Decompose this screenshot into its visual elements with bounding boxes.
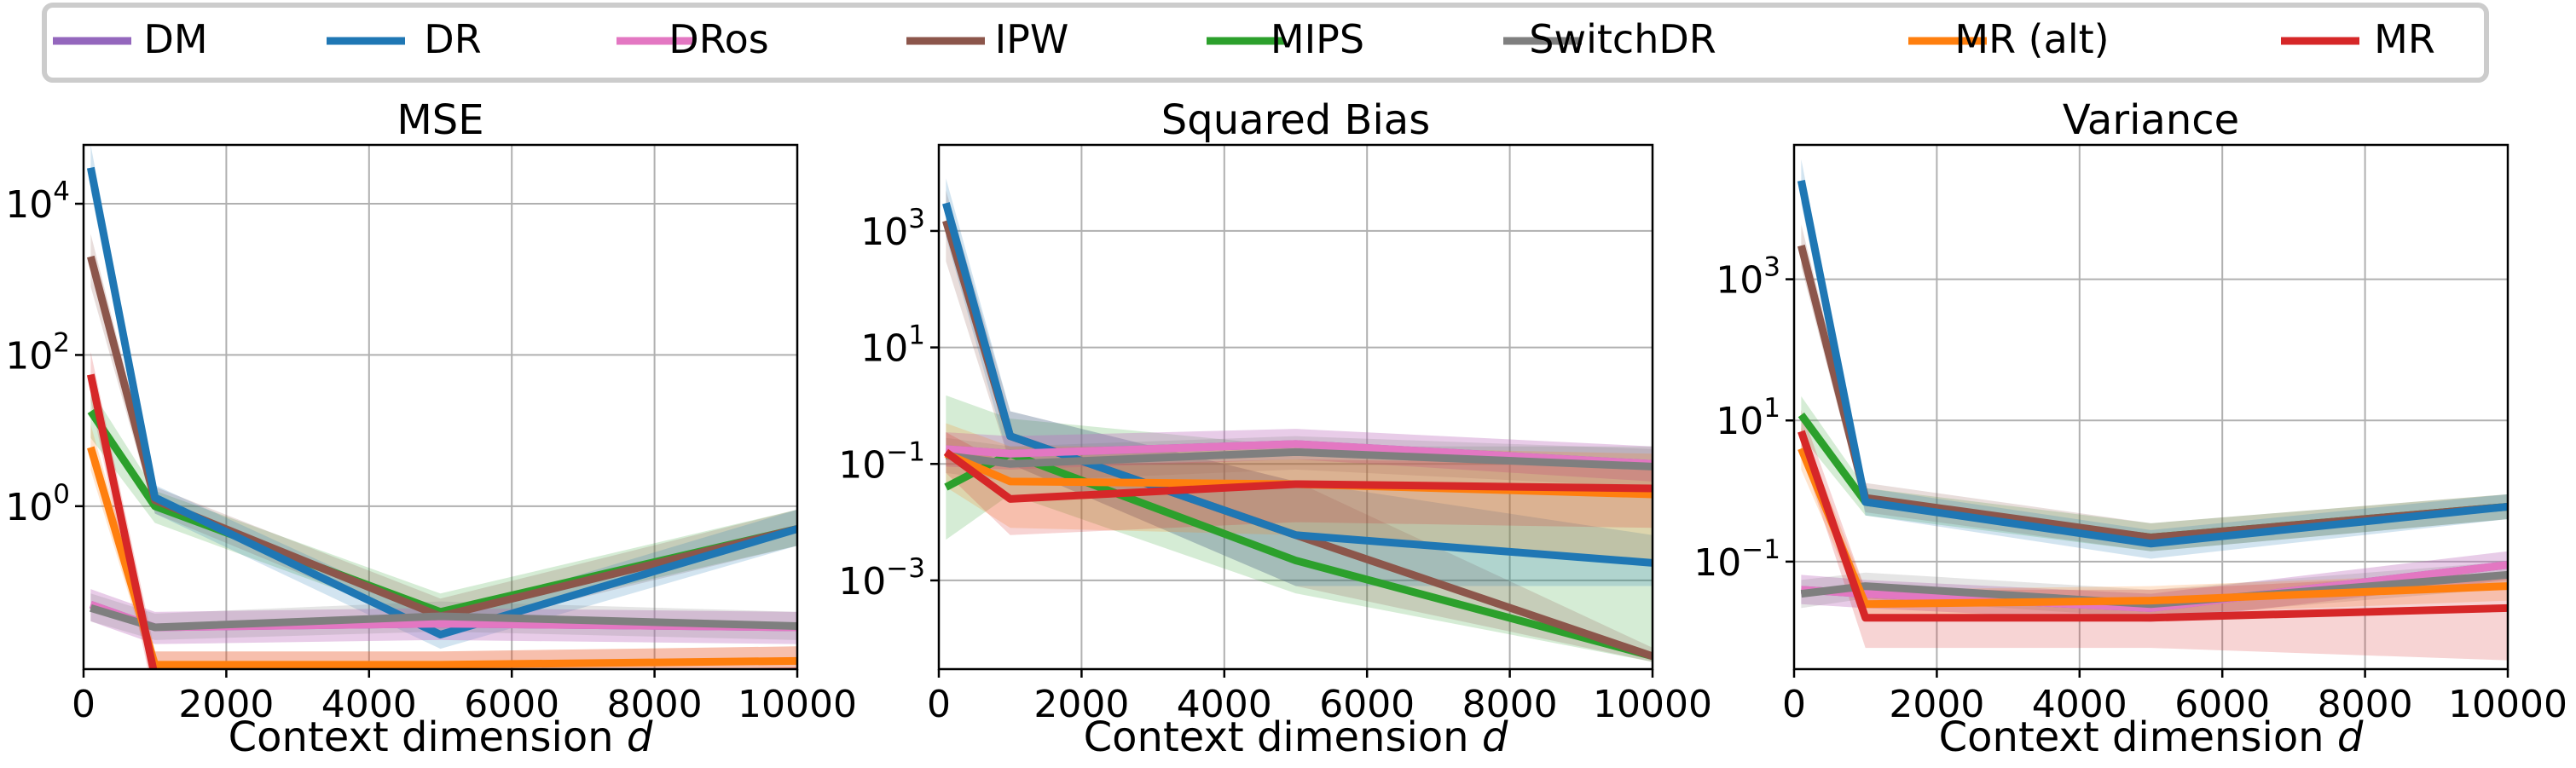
series-line-switchdr bbox=[945, 448, 1653, 471]
x-tick-label: 8000 bbox=[607, 683, 703, 726]
series-line-dr bbox=[1797, 179, 2508, 548]
x-tick-label: 8000 bbox=[2318, 683, 2413, 726]
series-line-ipw bbox=[87, 255, 797, 621]
y-tick-label: 100 bbox=[5, 479, 70, 529]
y-tick-base: 10 bbox=[1716, 259, 1763, 303]
x-axis-label-var: d bbox=[1482, 713, 1508, 761]
y-tick-exp: 2 bbox=[53, 327, 70, 358]
x-tick-label: 8000 bbox=[1462, 683, 1558, 726]
x-tick-label: 4000 bbox=[2032, 683, 2127, 726]
panel-title: MSE bbox=[397, 96, 483, 144]
axes-frame bbox=[1792, 143, 2509, 671]
x-axis-label-text: Context dimension bbox=[1939, 713, 2337, 761]
x-tick-label: 4000 bbox=[321, 683, 417, 726]
y-tick-exp: 1 bbox=[1763, 393, 1780, 424]
y-tick-label: 103 bbox=[860, 204, 925, 254]
y-tick-base: 10 bbox=[5, 334, 53, 378]
x-axis-label-text: Context dimension bbox=[1084, 713, 1482, 761]
y-tick-exp: −3 bbox=[886, 553, 925, 584]
band-ipw bbox=[946, 190, 1653, 662]
panel-title: Variance bbox=[2063, 96, 2239, 144]
band-dr bbox=[1801, 159, 2508, 559]
x-axis-label: Context dimension d bbox=[229, 713, 653, 761]
x-tick-label: 6000 bbox=[464, 683, 559, 726]
series-line-mr-alt bbox=[87, 446, 797, 669]
y-tick-base: 10 bbox=[5, 183, 53, 227]
series-line-mr bbox=[1797, 430, 2508, 622]
x-tick-label: 6000 bbox=[1319, 683, 1415, 726]
legend-label-mr: MR bbox=[2374, 16, 2435, 62]
y-tick-exp: 3 bbox=[908, 204, 925, 234]
series-line-switchdr bbox=[1800, 570, 2508, 609]
legend-label-dm: DM bbox=[143, 16, 207, 62]
y-tick-exp: 4 bbox=[53, 176, 70, 207]
lines bbox=[942, 202, 1653, 661]
y-tick-base: 10 bbox=[1716, 400, 1763, 443]
legend-label-mips: MIPS bbox=[1271, 16, 1364, 62]
y-tick-base: 10 bbox=[860, 211, 908, 254]
x-tick-label: 2000 bbox=[1033, 683, 1129, 726]
y-tick-label: 10−1 bbox=[838, 436, 925, 487]
x-axis-label: Context dimension d bbox=[1939, 713, 2364, 761]
x-tick-label: 0 bbox=[1782, 683, 1806, 726]
x-tick-label: 10000 bbox=[738, 683, 857, 726]
band-mr-alt bbox=[1801, 427, 2508, 618]
lines bbox=[1797, 179, 2508, 622]
series-line-mr bbox=[86, 373, 797, 669]
y-tick-label: 101 bbox=[1716, 393, 1780, 443]
x-tick-label: 10000 bbox=[2448, 683, 2567, 726]
panel-mse: 0 2000 4000 6000 8000 10000100102104MSEContex… bbox=[5, 96, 857, 761]
legend-label-dros: DRos bbox=[669, 16, 768, 62]
band-dr bbox=[90, 145, 797, 650]
legend-label-mr-alt: MR (alt) bbox=[1954, 16, 2109, 62]
y-tick-base: 10 bbox=[860, 327, 908, 371]
band-ipw bbox=[90, 234, 797, 632]
y-tick-label: 101 bbox=[860, 320, 925, 371]
legend-label-dr: DR bbox=[424, 16, 481, 62]
y-tick-base: 10 bbox=[838, 560, 886, 603]
y-tick-exp: 3 bbox=[1763, 252, 1780, 283]
x-tick-label: 4000 bbox=[1177, 683, 1272, 726]
axes-frame bbox=[937, 143, 1654, 671]
y-tick-base: 10 bbox=[1693, 541, 1741, 585]
x-tick-label: 0 bbox=[72, 683, 96, 726]
axes-frame bbox=[82, 143, 799, 671]
legend-label-switchdr: SwitchDR bbox=[1529, 16, 1716, 62]
y-tick-label: 102 bbox=[5, 327, 70, 378]
y-tick-label: 10−1 bbox=[1693, 534, 1780, 585]
legend-label-ipw: IPW bbox=[995, 16, 1069, 62]
y-tick-label: 10−3 bbox=[838, 553, 925, 603]
x-tick-label: 10000 bbox=[1593, 683, 1712, 726]
y-tick-label: 103 bbox=[1716, 252, 1780, 303]
series-line-dr bbox=[86, 166, 797, 639]
y-tick-exp: 1 bbox=[908, 320, 925, 351]
chart-panels: 0 2000 4000 6000 8000 10000100102104MSEContex… bbox=[5, 96, 2567, 761]
x-tick-label: 2000 bbox=[178, 683, 274, 726]
x-axis-label-var: d bbox=[2337, 713, 2364, 761]
y-tick-exp: −1 bbox=[1741, 534, 1780, 565]
lines bbox=[86, 166, 797, 669]
y-tick-exp: −1 bbox=[886, 436, 925, 467]
legend: DM DR DRos IPW MIPS SwitchDR MR (alt) MR bbox=[42, 3, 2489, 83]
legend-items: DM DR DRos IPW MIPS SwitchDR MR (alt) MR bbox=[53, 16, 2435, 62]
y-tick-base: 10 bbox=[5, 486, 53, 529]
panel-squared-bias: 0 2000 4000 6000 8000 1000010−310−1101103Squa… bbox=[838, 96, 1712, 761]
series-line-mr bbox=[943, 448, 1653, 503]
x-axis-label: Context dimension d bbox=[1084, 713, 1508, 761]
panel-title: Squared Bias bbox=[1161, 96, 1430, 144]
y-tick-exp: 0 bbox=[53, 479, 70, 510]
x-axis-label-text: Context dimension bbox=[229, 713, 627, 761]
band-ipw bbox=[1801, 224, 2508, 551]
y-tick-base: 10 bbox=[838, 443, 886, 487]
panel-variance: 0 2000 4000 6000 8000 1000010−1101103Variance… bbox=[1693, 96, 2567, 761]
x-tick-label: 0 bbox=[927, 683, 951, 726]
x-tick-label: 6000 bbox=[2174, 683, 2270, 726]
x-tick-label: 2000 bbox=[1889, 683, 1984, 726]
series-line-switchdr bbox=[90, 604, 797, 632]
series-line-dros bbox=[946, 440, 1653, 468]
y-tick-label: 104 bbox=[5, 176, 70, 227]
x-axis-label-var: d bbox=[627, 713, 653, 761]
bands bbox=[946, 178, 1653, 662]
